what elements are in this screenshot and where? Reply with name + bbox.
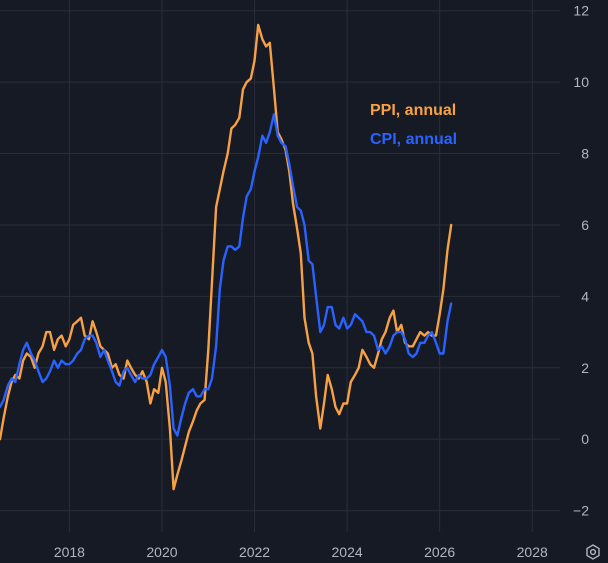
y-axis: −2 0 2 4 6 8 10 12 bbox=[573, 3, 589, 519]
y-tick-label--2: −2 bbox=[573, 503, 589, 519]
gear-icon bbox=[586, 544, 600, 560]
x-tick-label-2024: 2024 bbox=[332, 544, 363, 560]
x-tick-label-2026: 2026 bbox=[424, 544, 455, 560]
x-tick-label-2028: 2028 bbox=[517, 544, 548, 560]
x-tick-label-2022: 2022 bbox=[239, 544, 270, 560]
chart-settings-button[interactable] bbox=[583, 542, 603, 562]
y-tick-label-0: 0 bbox=[581, 431, 589, 447]
x-tick-label-2018: 2018 bbox=[54, 544, 85, 560]
y-tick-label-10: 10 bbox=[573, 74, 589, 90]
grid bbox=[0, 0, 560, 532]
series-ppi bbox=[0, 23, 453, 491]
y-tick-label-6: 6 bbox=[581, 217, 589, 233]
legend-label-cpi: CPI, annual bbox=[370, 131, 457, 148]
y-tick-label-2: 2 bbox=[581, 360, 589, 376]
y-tick-label-12: 12 bbox=[573, 3, 589, 19]
series-group bbox=[0, 23, 453, 491]
series-line-ppi bbox=[0, 23, 453, 491]
x-axis: 2018 2020 2022 2024 2026 2028 bbox=[54, 544, 548, 560]
series-line-cpi bbox=[0, 113, 453, 437]
x-tick-label-2020: 2020 bbox=[146, 544, 177, 560]
y-tick-label-4: 4 bbox=[581, 288, 589, 304]
y-tick-label-8: 8 bbox=[581, 146, 589, 162]
series-cpi bbox=[0, 113, 453, 437]
legend: PPI, annual CPI, annual bbox=[370, 102, 457, 148]
legend-label-ppi: PPI, annual bbox=[370, 102, 456, 119]
